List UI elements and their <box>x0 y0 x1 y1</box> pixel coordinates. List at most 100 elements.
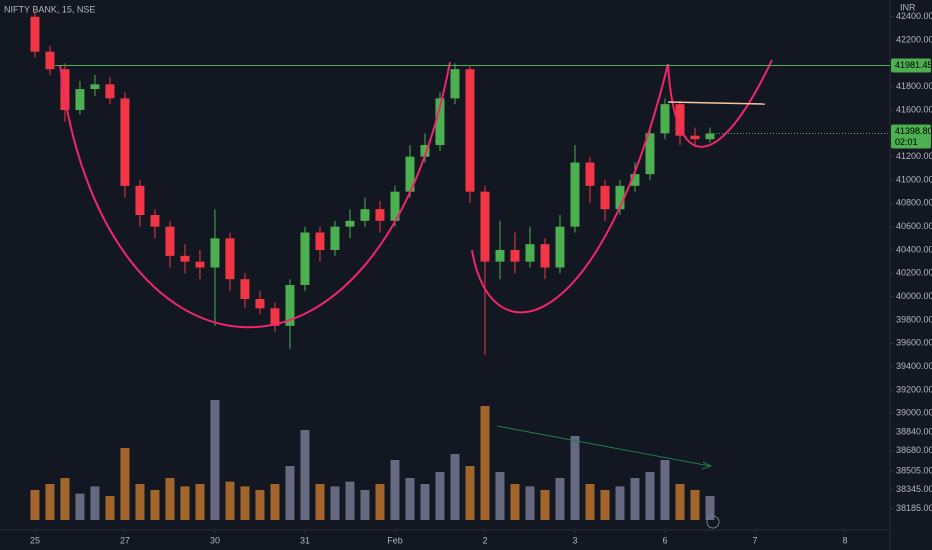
candle-body <box>105 84 115 99</box>
cup-curve <box>59 61 451 329</box>
x-tick-label: 7 <box>752 535 757 545</box>
volume-bar <box>465 466 475 520</box>
y-tick-label: 41200.00 <box>896 151 932 161</box>
level-label: 41981.45 <box>895 60 932 70</box>
candle-body <box>195 261 205 268</box>
volume-bar <box>510 484 520 520</box>
candle-body <box>675 104 685 136</box>
candle-body <box>645 133 655 175</box>
volume-bar <box>585 484 595 520</box>
volume-bar <box>435 472 445 520</box>
candle-body <box>360 209 370 221</box>
x-tick-label: 8 <box>842 535 847 545</box>
candle-body <box>450 69 460 99</box>
x-tick-label: 31 <box>300 535 310 545</box>
candle-body <box>90 84 100 90</box>
y-tick-label: 42400.00 <box>896 11 932 21</box>
volume-bar <box>405 478 415 520</box>
volume-bar <box>660 460 670 520</box>
candle-body <box>45 51 55 70</box>
candle-body <box>330 226 340 251</box>
level-label-box <box>891 58 931 73</box>
candle-body <box>285 285 295 326</box>
volume-bar <box>270 484 280 520</box>
candle-body <box>525 244 535 262</box>
y-tick-label: 39600.00 <box>896 338 932 348</box>
candle-body <box>555 226 565 268</box>
y-tick-label: 40600.00 <box>896 221 932 231</box>
candle-body <box>315 232 325 251</box>
volume-bar <box>150 490 160 520</box>
volume-bar <box>390 460 400 520</box>
y-tick-label: 39800.00 <box>896 314 932 324</box>
x-tick-label: 25 <box>30 535 40 545</box>
currency: INR <box>900 2 916 12</box>
volume-bar <box>345 481 355 520</box>
volume-bar <box>105 496 115 520</box>
volume-bar <box>705 496 715 520</box>
candle-body <box>120 98 130 186</box>
y-tick-label: 39400.00 <box>896 361 932 371</box>
candle-body <box>345 220 355 227</box>
candle-body <box>465 69 475 192</box>
chart-title: NIFTY BANK, 15, NSE <box>4 4 95 14</box>
candle-body <box>495 250 505 262</box>
candle-body <box>165 226 175 256</box>
y-tick-label: 40800.00 <box>896 198 932 208</box>
candle-body <box>480 191 490 262</box>
x-tick-label: 2 <box>482 535 487 545</box>
volume-bar <box>60 478 70 520</box>
candle-body <box>240 279 250 300</box>
y-tick-label: 38840.00 <box>896 426 932 436</box>
volume-bar <box>615 486 625 520</box>
candle-body <box>75 89 85 111</box>
candle-body <box>135 185 145 216</box>
marks <box>30 10 715 520</box>
handle-line <box>667 101 766 105</box>
volume-bar <box>675 484 685 520</box>
replay-icon[interactable] <box>706 515 720 529</box>
volume-bar <box>90 486 100 520</box>
y-tick-label: 40200.00 <box>896 268 932 278</box>
y-tick-label: 39000.00 <box>896 408 932 418</box>
candle-body <box>390 191 400 221</box>
candle-body <box>150 215 160 227</box>
y-tick-label: 38185.00 <box>896 503 932 513</box>
volume-bar <box>180 486 190 520</box>
y-tick-label: 41000.00 <box>896 174 932 184</box>
x-tick-label: 3 <box>572 535 577 545</box>
candle-body <box>255 299 265 309</box>
candle-body <box>600 185 610 210</box>
candle-body <box>705 133 715 140</box>
candle-body <box>405 156 415 192</box>
x-tick-label: Feb <box>387 535 403 545</box>
volume-bar <box>210 400 220 520</box>
volume-bar <box>630 478 640 520</box>
candle-body <box>690 135 700 140</box>
cup-curve <box>471 63 669 314</box>
volume-trend-arrow <box>701 461 713 470</box>
volume-bar <box>555 478 565 520</box>
volume-bar <box>135 484 145 520</box>
volume-bar <box>690 490 700 520</box>
candle-body <box>60 69 70 111</box>
y-tick-label: 41600.00 <box>896 104 932 114</box>
volume-trend <box>496 425 711 467</box>
volume-bar <box>540 490 550 520</box>
candle-body <box>300 232 310 286</box>
volume-bar <box>570 436 580 520</box>
candle-body <box>30 16 40 52</box>
last-price-label: 41398.80 <box>895 126 932 136</box>
y-tick-label: 40400.00 <box>896 244 932 254</box>
candle-body <box>630 174 640 186</box>
volume-bar <box>495 472 505 520</box>
volume-bar <box>600 490 610 520</box>
y-tick-label: 41800.00 <box>896 81 932 91</box>
candle-body <box>660 104 670 134</box>
volume-bar <box>480 406 490 520</box>
candle-body <box>225 238 235 280</box>
volume-bar <box>645 472 655 520</box>
volume-bar <box>240 486 250 520</box>
candle-body <box>615 185 625 210</box>
candle-body <box>435 98 445 146</box>
